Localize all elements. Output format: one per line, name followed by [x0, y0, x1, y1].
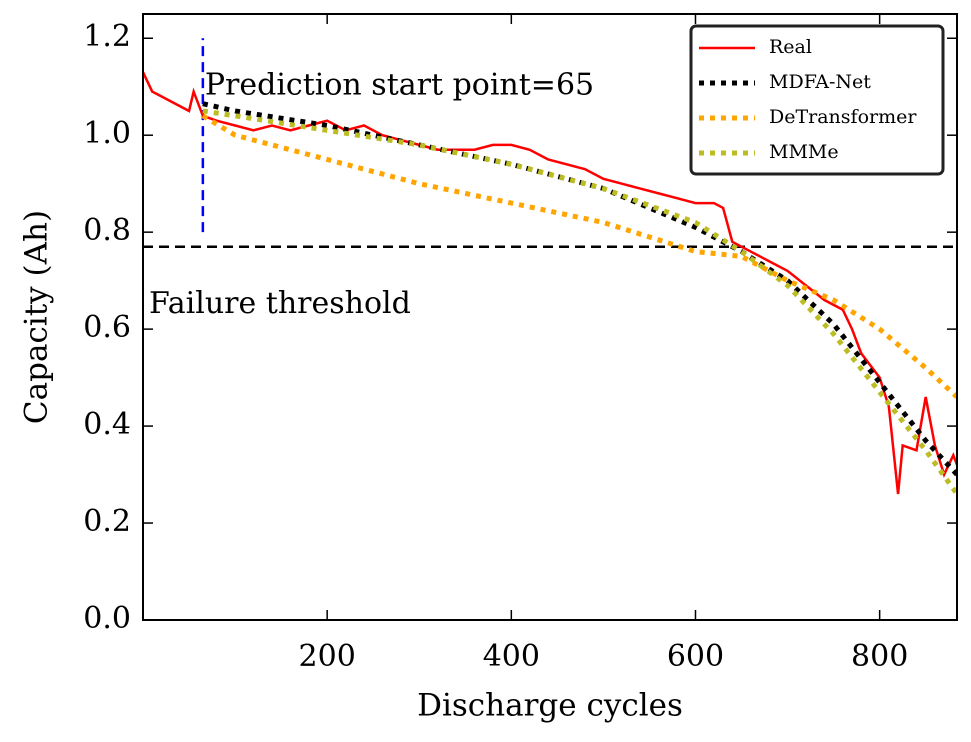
y-tick-label: 0.6: [83, 310, 131, 345]
legend-label: MDFA-Net: [769, 71, 871, 93]
y-tick-label: 0.8: [83, 213, 131, 248]
legend-label: Real: [769, 36, 812, 58]
y-tick-label: 0.4: [83, 407, 131, 442]
x-tick-label: 800: [851, 639, 908, 674]
series-line: [143, 71, 957, 495]
y-tick-label: 0.2: [83, 504, 131, 539]
x-tick-label: 400: [483, 639, 540, 674]
annotation: Failure threshold: [149, 286, 411, 321]
y-tick-label: 1.0: [83, 116, 131, 151]
legend-label: MMMe: [769, 141, 839, 163]
plot-frame: [142, 13, 958, 621]
legend-box: [689, 24, 945, 176]
series-line: [202, 101, 957, 477]
x-tick-label: 600: [667, 639, 724, 674]
series-line: [201, 113, 957, 399]
x-axis-label: Discharge cycles: [417, 688, 683, 724]
y-axis-label: Capacity (Ah): [19, 210, 55, 424]
series-line: [202, 108, 957, 496]
legend-label: DeTransformer: [769, 106, 917, 128]
x-tick-label: 200: [299, 639, 356, 674]
y-tick-label: 0.0: [83, 601, 131, 636]
annotation: Prediction start point=65: [205, 68, 594, 103]
y-tick-label: 1.2: [83, 19, 131, 54]
